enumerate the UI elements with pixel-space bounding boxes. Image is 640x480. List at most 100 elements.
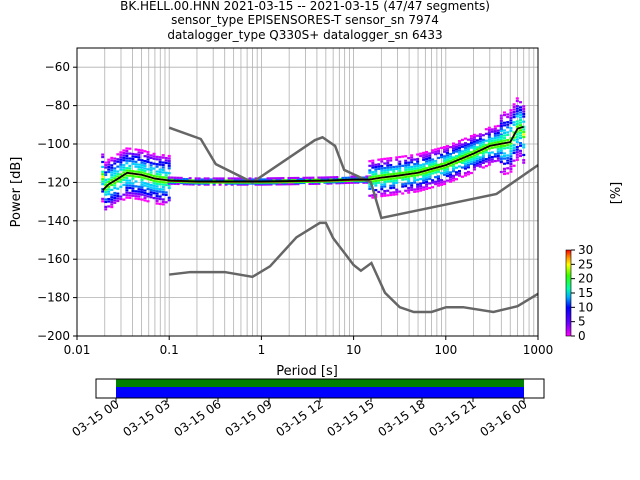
density-cell (499, 119, 503, 122)
density-cell (293, 176, 297, 180)
density-cell (104, 198, 108, 201)
density-cell (519, 113, 523, 117)
density-cell (143, 164, 147, 168)
density-cell (341, 176, 345, 180)
density-cell (466, 161, 470, 164)
x-tick-label: 0.1 (160, 343, 179, 357)
density-cell (122, 156, 126, 159)
density-cell (454, 171, 458, 174)
noise-model-high (168, 126, 539, 220)
density-cell (454, 173, 458, 176)
density-cell (131, 189, 135, 192)
density-cell (457, 140, 461, 143)
y-axis-label: Power [dB] (9, 157, 24, 228)
colorbar-tick-label: 15 (578, 286, 593, 300)
density-cell (152, 189, 156, 192)
density-cell (472, 136, 476, 139)
density-cell (519, 111, 523, 114)
density-cell (413, 190, 417, 193)
density-cell (155, 158, 159, 161)
density-cell (134, 153, 138, 156)
density-cell (490, 130, 494, 133)
density-cell (522, 105, 526, 108)
title-line-3: datalogger_type Q330S+ datalogger_sn 643… (167, 28, 442, 42)
density-cell (143, 162, 147, 165)
density-cell (398, 160, 402, 163)
plot-background (77, 48, 538, 336)
density-cell (481, 152, 485, 155)
density-cell (140, 198, 144, 201)
density-cell (116, 195, 120, 198)
density-cell (503, 111, 507, 114)
density-cell (515, 99, 519, 103)
density-cell (499, 170, 503, 174)
density-cell (509, 142, 513, 145)
density-cell (431, 158, 435, 161)
density-cell (128, 157, 132, 160)
density-cell (469, 155, 473, 158)
density-cell (437, 163, 441, 166)
density-cell (509, 147, 513, 150)
density-cell (161, 200, 165, 203)
density-cell (481, 161, 485, 164)
density-cell (389, 163, 393, 167)
density-cell (386, 157, 390, 160)
density-cell (146, 153, 150, 156)
density-cell (419, 184, 423, 188)
density-cell (443, 157, 447, 160)
density-cell (128, 169, 132, 172)
density-cell (140, 181, 144, 184)
density-cell (113, 167, 117, 170)
density-cell (434, 153, 438, 156)
density-cell (416, 174, 420, 177)
density-cell (434, 176, 438, 179)
density-cell (457, 144, 461, 147)
density-cell (395, 177, 399, 180)
density-cell (425, 150, 429, 154)
density-cell (506, 172, 510, 175)
density-cell (392, 193, 396, 196)
density-cell (487, 128, 491, 132)
density-cell (515, 125, 519, 128)
density-cell (478, 165, 482, 168)
coverage-tick-label: 03-16 00 (477, 397, 529, 439)
density-cell (128, 184, 132, 187)
density-cell (407, 191, 411, 194)
density-cell (460, 143, 464, 146)
density-cell (335, 176, 339, 179)
density-cell (503, 167, 507, 170)
density-cell (490, 142, 494, 145)
density-cell (512, 103, 516, 106)
density-cell (134, 160, 138, 163)
density-cell (493, 125, 497, 128)
density-cell (395, 190, 399, 194)
noise-model-low (169, 221, 539, 314)
density-cell (404, 171, 408, 174)
density-cell (107, 178, 111, 181)
density-cell (449, 159, 453, 163)
density-cell (440, 156, 444, 159)
density-cell (101, 200, 105, 203)
density-cell (140, 151, 144, 154)
density-cell (371, 180, 375, 183)
density-cell (173, 176, 177, 179)
density-cell (452, 144, 456, 147)
density-cell (122, 171, 126, 174)
density-cell (278, 177, 282, 180)
density-cell (161, 193, 165, 196)
density-cell (425, 183, 429, 186)
density-cell (493, 160, 497, 163)
density-cell (113, 194, 117, 197)
density-cell (499, 138, 503, 141)
density-cell (428, 156, 432, 160)
density-cell (457, 142, 461, 145)
density-cell (509, 111, 513, 114)
density-cell (140, 191, 144, 194)
density-cell (452, 147, 456, 150)
density-cell (469, 158, 473, 161)
density-cell (499, 124, 503, 128)
density-cell (167, 164, 171, 167)
density-cell (167, 186, 171, 190)
density-cell (167, 159, 171, 163)
density-cell (191, 179, 195, 182)
